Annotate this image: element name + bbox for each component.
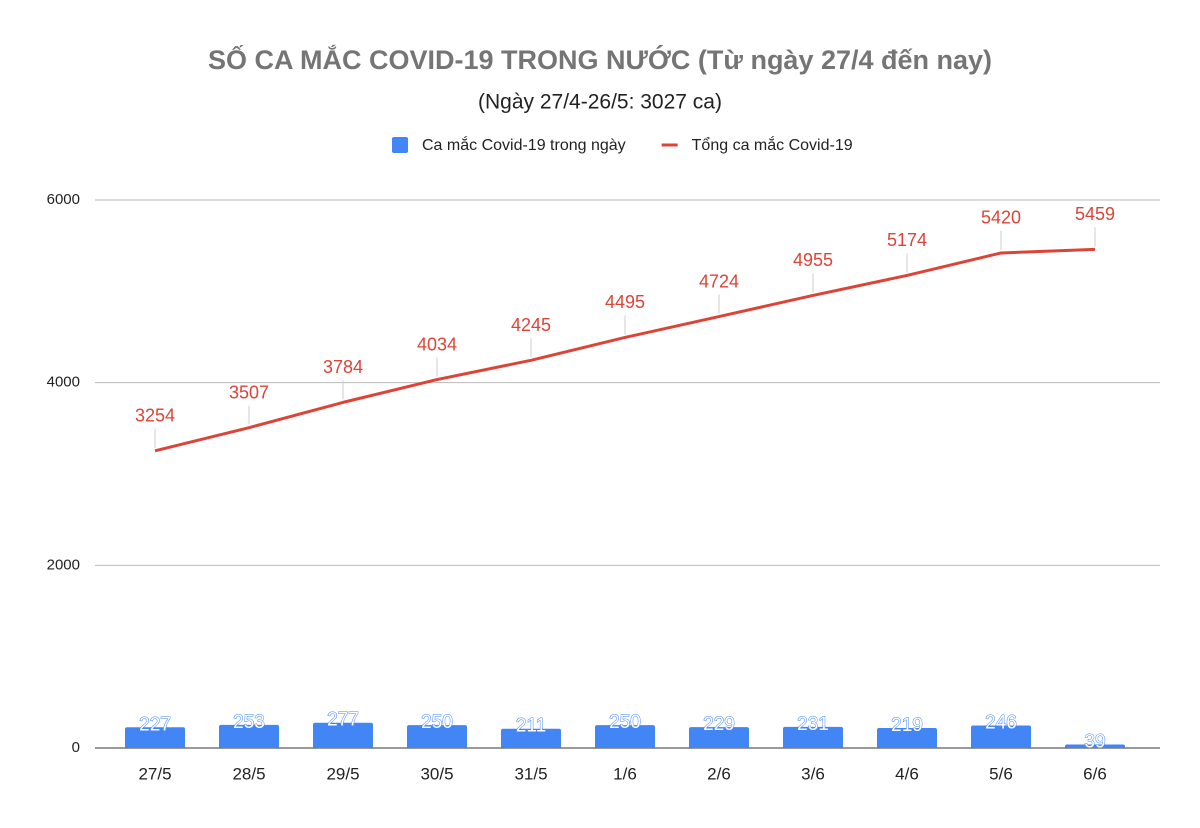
- bar-value-label: 219: [891, 715, 923, 736]
- line: [154, 247, 1096, 453]
- bar-value-label: 227: [139, 714, 171, 735]
- chart-subtitle: (Ngày 27/4-26/5: 3027 ca): [478, 91, 722, 114]
- bar: [1065, 744, 1125, 748]
- x-tick-label: 29/5: [326, 764, 359, 783]
- line-value-label: 3254: [135, 406, 175, 426]
- y-tick-label: 4000: [47, 374, 80, 391]
- bar: [877, 727, 937, 748]
- bar-value-label: 277: [327, 710, 359, 731]
- legend-label: Ca mắc Covid-19 trong ngày: [422, 135, 626, 154]
- line-value-label: 4495: [605, 292, 645, 312]
- bar: [313, 722, 373, 748]
- bar: [689, 727, 749, 748]
- x-tick-label: 3/6: [801, 764, 825, 783]
- line-value-label: 4034: [417, 334, 457, 354]
- x-tick-label: 27/5: [138, 764, 171, 783]
- line-value-label: 3784: [323, 357, 363, 377]
- bar: [595, 725, 655, 748]
- x-tick-label: 5/6: [989, 764, 1013, 783]
- line-value-label: 5459: [1075, 204, 1115, 224]
- bar: [407, 725, 467, 748]
- bar-value-label: 250: [421, 712, 453, 733]
- x-tick-label: 4/6: [895, 764, 919, 783]
- line-value-label: 4245: [511, 315, 551, 335]
- x-tick-label: 31/5: [514, 764, 547, 783]
- x-tick-label: 2/6: [707, 764, 731, 783]
- line-value-label: 4955: [793, 250, 833, 270]
- x-tick-label: 30/5: [420, 764, 453, 783]
- line-value-label: 4724: [699, 271, 739, 291]
- bar-value-label: 229: [703, 714, 735, 735]
- chart-title: SỐ CA MẮC COVID-19 TRONG NƯỚC (Từ ngày 2…: [208, 43, 992, 75]
- bar-value-label: 253: [233, 712, 265, 733]
- bar: [501, 728, 561, 748]
- legend-label: Tổng ca mắc Covid-19: [692, 135, 853, 154]
- x-tick-label: 28/5: [232, 764, 265, 783]
- y-tick-label: 6000: [47, 191, 80, 208]
- line-value-label: 5174: [887, 230, 927, 250]
- bar: [125, 727, 185, 748]
- bar-value-label: 246: [985, 713, 1017, 734]
- bar: [971, 725, 1031, 748]
- line-value-label: 5420: [981, 208, 1021, 228]
- bar-value-label: 211: [516, 716, 546, 737]
- x-tick-label: 6/6: [1083, 764, 1107, 783]
- y-tick-label: 2000: [47, 556, 80, 573]
- bar: [783, 726, 843, 748]
- bar: [219, 724, 279, 748]
- y-tick-label: 0: [72, 739, 80, 756]
- line-value-label: 3507: [229, 382, 269, 402]
- bar-value-label: 231: [797, 714, 829, 735]
- x-tick-label: 1/6: [613, 764, 637, 783]
- legend-swatch: [392, 137, 408, 153]
- bar-value-label: 39: [1084, 731, 1105, 752]
- bar-value-label: 250: [609, 712, 641, 733]
